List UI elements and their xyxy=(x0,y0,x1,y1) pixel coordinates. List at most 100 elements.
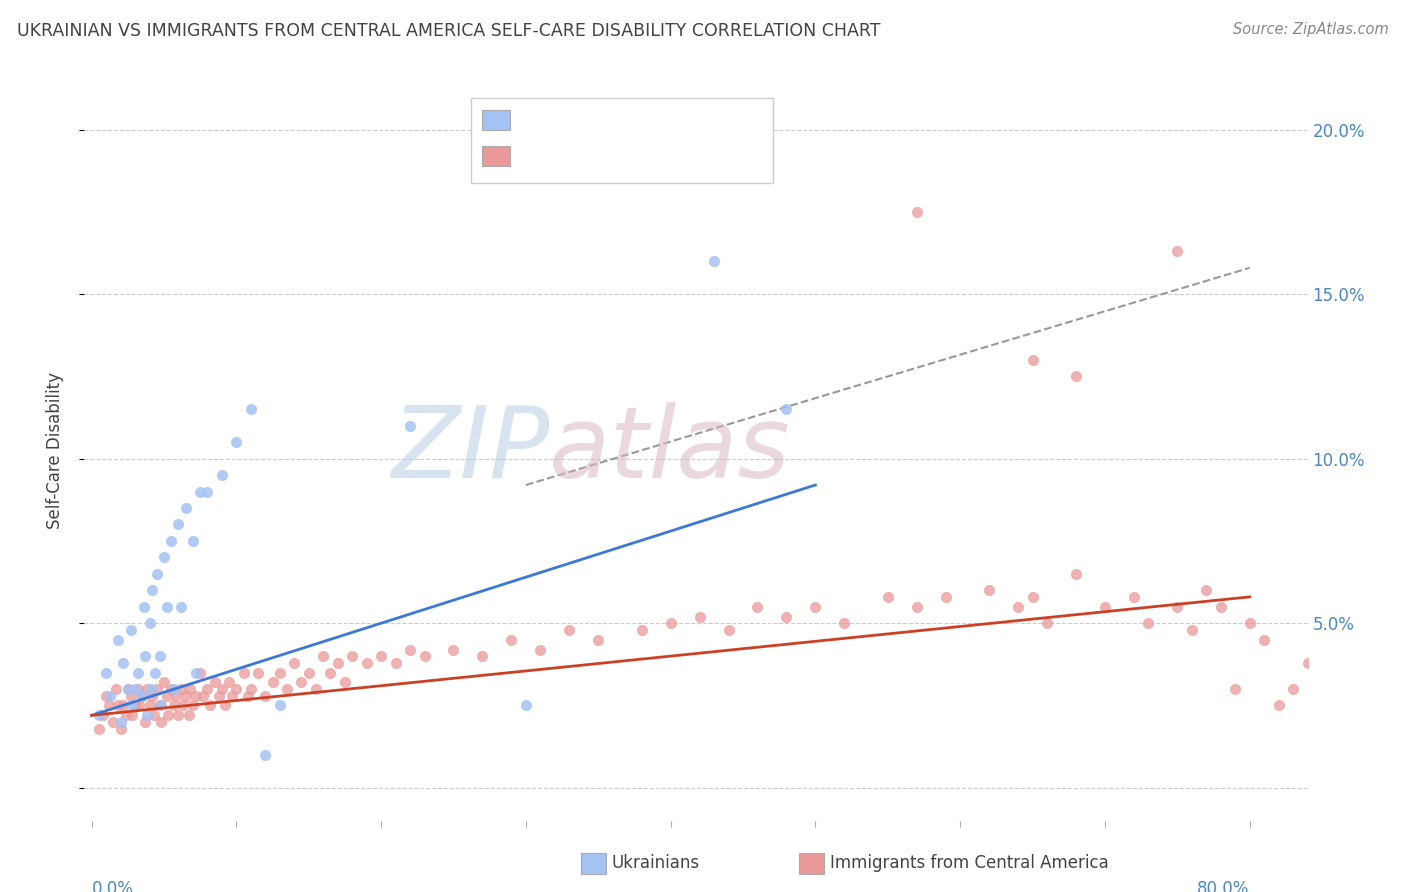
Point xyxy=(1094,599,1116,614)
Point xyxy=(529,642,551,657)
Point xyxy=(110,722,132,736)
Point xyxy=(305,681,328,696)
Point xyxy=(254,689,277,703)
Point xyxy=(1122,590,1144,604)
Point xyxy=(326,656,349,670)
Point xyxy=(588,632,610,647)
Point xyxy=(1310,698,1333,713)
Point xyxy=(160,681,183,696)
Point xyxy=(156,599,179,614)
Point xyxy=(167,517,190,532)
Point xyxy=(105,681,128,696)
Point xyxy=(905,599,928,614)
Text: R =: R = xyxy=(520,114,558,132)
Point xyxy=(208,689,231,703)
Point xyxy=(1340,722,1362,736)
Point xyxy=(225,681,247,696)
Point xyxy=(204,675,226,690)
Point xyxy=(221,689,243,703)
Text: UKRAINIAN VS IMMIGRANTS FROM CENTRAL AMERICA SELF-CARE DISABILITY CORRELATION CH: UKRAINIAN VS IMMIGRANTS FROM CENTRAL AME… xyxy=(17,22,880,40)
Point xyxy=(197,681,219,696)
Point xyxy=(191,689,214,703)
Point xyxy=(269,698,291,713)
Point xyxy=(1267,698,1289,713)
Text: 42: 42 xyxy=(668,114,697,132)
Point xyxy=(1296,656,1319,670)
Point xyxy=(443,642,465,657)
Point xyxy=(659,616,682,631)
Point xyxy=(94,665,117,680)
Point xyxy=(200,698,222,713)
Point xyxy=(170,599,193,614)
Point xyxy=(163,681,186,696)
Point xyxy=(290,675,312,690)
Point xyxy=(134,714,156,729)
Point xyxy=(1166,244,1188,259)
Point xyxy=(138,616,160,631)
Point xyxy=(149,649,172,664)
Point xyxy=(1253,632,1275,647)
Point xyxy=(197,484,219,499)
Point xyxy=(112,656,135,670)
Point xyxy=(1021,590,1043,604)
Point xyxy=(100,689,122,703)
Point xyxy=(703,254,725,268)
Point xyxy=(804,599,827,614)
Point xyxy=(124,698,146,713)
Point xyxy=(132,599,155,614)
Point xyxy=(471,649,494,664)
Point xyxy=(283,656,305,670)
Point xyxy=(150,714,173,729)
Point xyxy=(515,698,537,713)
Point xyxy=(630,623,652,637)
Point xyxy=(120,623,142,637)
Point xyxy=(103,714,125,729)
Point xyxy=(1064,369,1087,384)
Point xyxy=(135,708,157,723)
Point xyxy=(150,698,173,713)
Point xyxy=(121,708,143,723)
Text: 0.478: 0.478 xyxy=(562,114,617,132)
Point xyxy=(107,632,129,647)
Point xyxy=(177,708,200,723)
Point xyxy=(262,675,284,690)
Point xyxy=(218,675,240,690)
Point xyxy=(141,689,163,703)
Point xyxy=(112,698,135,713)
Point xyxy=(135,681,157,696)
Point xyxy=(211,681,233,696)
Point xyxy=(160,533,183,548)
Point xyxy=(232,665,254,680)
Point xyxy=(139,681,162,696)
Point xyxy=(131,689,153,703)
Point xyxy=(1282,681,1305,696)
Point xyxy=(145,566,167,581)
Point xyxy=(717,623,740,637)
Point xyxy=(312,649,335,664)
Text: Ukrainians: Ukrainians xyxy=(612,854,700,871)
Point xyxy=(94,689,117,703)
Point xyxy=(127,665,149,680)
Point xyxy=(156,689,179,703)
Point xyxy=(143,665,166,680)
Point xyxy=(188,484,211,499)
Y-axis label: Self-Care Disability: Self-Care Disability xyxy=(45,372,63,529)
Point xyxy=(134,649,156,664)
Point xyxy=(117,681,139,696)
Point xyxy=(91,708,114,723)
Point xyxy=(1225,681,1247,696)
Point xyxy=(214,698,236,713)
Point xyxy=(1354,708,1376,723)
Point xyxy=(145,681,167,696)
Point xyxy=(1166,599,1188,614)
Point xyxy=(1036,616,1059,631)
Text: ZIP: ZIP xyxy=(391,402,550,499)
Text: R =: R = xyxy=(520,150,558,168)
Point xyxy=(558,623,581,637)
Point xyxy=(124,681,146,696)
Text: N =: N = xyxy=(626,150,665,168)
Point xyxy=(1064,566,1087,581)
Point xyxy=(247,665,270,680)
Point xyxy=(1021,353,1043,368)
Point xyxy=(174,501,197,516)
